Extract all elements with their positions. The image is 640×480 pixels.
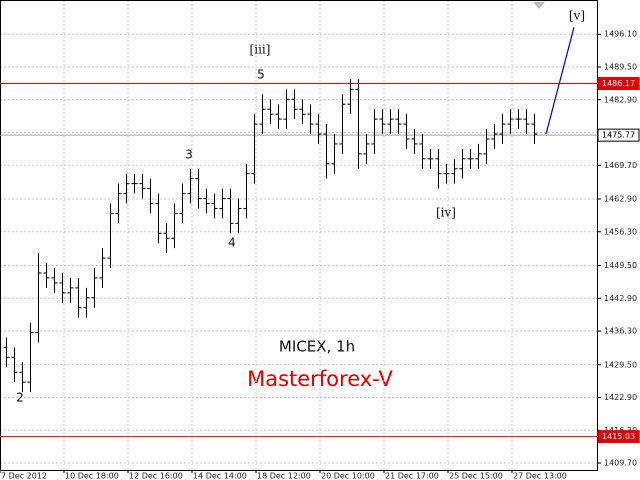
x-tick-label: 10 Dec 18:00: [65, 472, 119, 480]
y-tick-label: 1429.50: [604, 360, 637, 369]
y-tick-label: 1469.70: [604, 161, 637, 170]
y-tick-label: 1409.70: [604, 459, 637, 468]
x-tick-label: 21 Dec 17:00: [385, 472, 439, 480]
price-label: 1486.17: [602, 79, 635, 88]
wave-label: 3: [185, 148, 193, 162]
forecast-line: [545, 27, 575, 135]
x-tick-label: 7 Dec 2012: [1, 472, 47, 480]
y-tick-label: 1422.90: [604, 393, 637, 402]
y-tick-label: 1462.90: [604, 195, 637, 204]
wave-label: 5: [257, 68, 265, 82]
chart-subtitle: Masterforex-V: [247, 367, 393, 391]
x-tick-label: 18 Dec 12:00: [257, 472, 311, 480]
price-label-box: [597, 128, 640, 142]
wave-label: 2: [16, 391, 24, 405]
shift-marker: [533, 2, 545, 9]
x-tick-label: 20 Dec 10:00: [321, 472, 375, 480]
x-tick-label: 12 Dec 16:00: [129, 472, 183, 480]
price-label-box: [597, 430, 640, 444]
price-label: 1415.03: [602, 432, 635, 441]
x-tick-label: 25 Dec 15:00: [449, 472, 503, 480]
y-tick-label: 1496.10: [604, 30, 637, 39]
wave-label: [iii]: [250, 43, 271, 57]
x-tick-label: 27 Dec 13:00: [513, 472, 567, 480]
y-tick-label: 1436.30: [604, 327, 637, 336]
y-tick-label: 1442.90: [604, 294, 637, 303]
wave-label: [iv]: [436, 206, 456, 220]
wave-label: [v]: [569, 9, 585, 23]
chart-title: MICEX, 1h: [279, 338, 355, 356]
y-tick-label: 1456.30: [604, 227, 637, 236]
price-label-box: [597, 77, 640, 91]
plot-border: [0, 0, 598, 471]
wave-label: 4: [228, 236, 236, 250]
x-tick-label: 14 Dec 14:00: [193, 472, 247, 480]
y-tick-label: 1489.50: [604, 63, 637, 72]
y-tick-label: 1449.50: [604, 261, 637, 270]
price-label: 1475.77: [602, 131, 635, 140]
y-tick-label: 1482.90: [604, 95, 637, 104]
